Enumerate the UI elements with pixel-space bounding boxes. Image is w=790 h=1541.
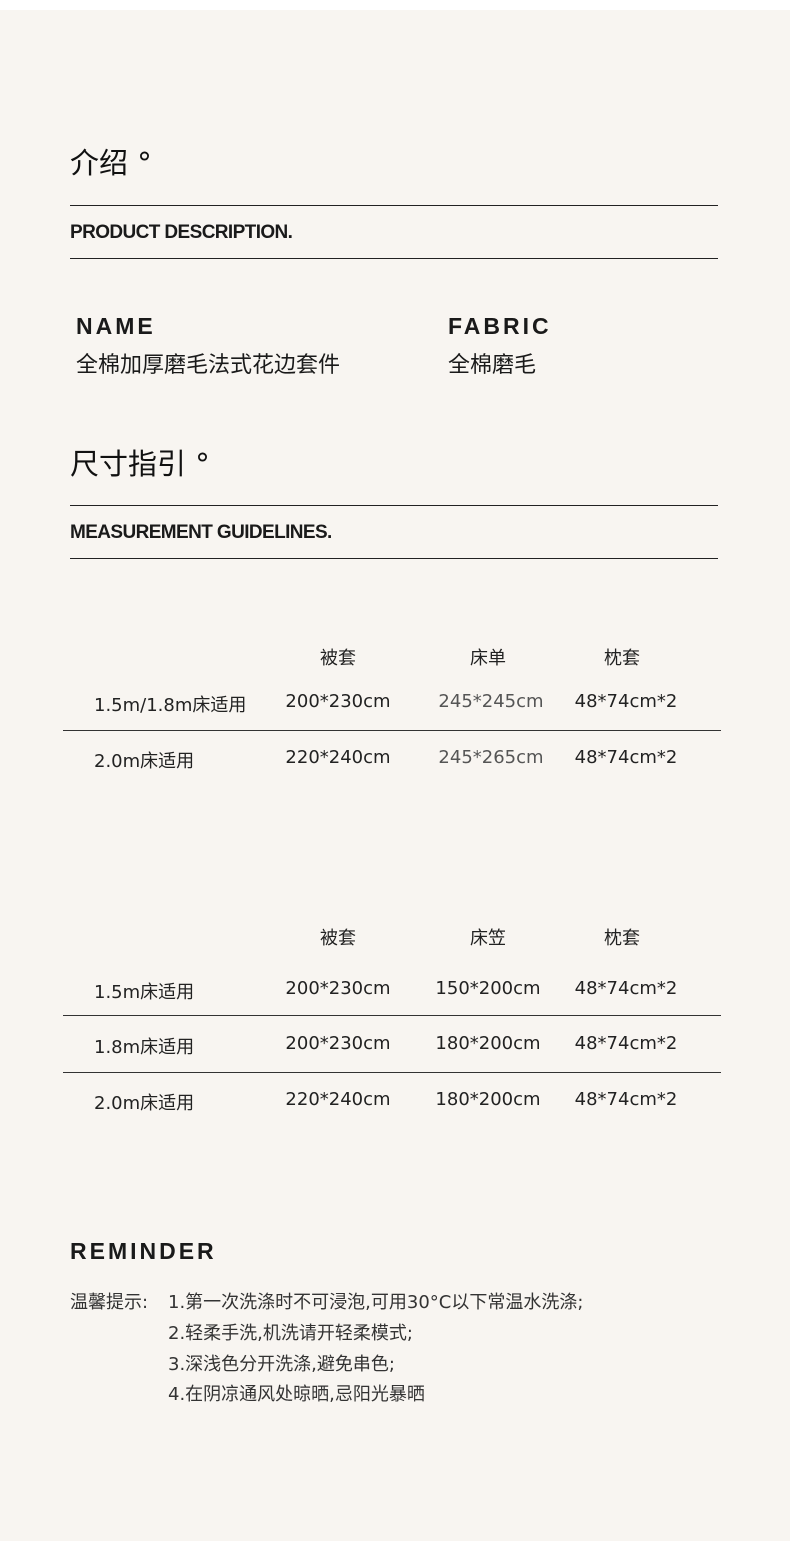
table-header: 床笠	[470, 928, 506, 949]
table-cell: 200*230cm	[285, 691, 391, 712]
table-cell: 2.0m床适用	[94, 1093, 195, 1114]
table-header: 床单	[470, 648, 506, 669]
fabric-value: 全棉磨毛	[448, 353, 537, 378]
reminder-label: 温馨提示:	[70, 1292, 149, 1313]
table-cell: 200*230cm	[285, 978, 391, 999]
table-cell: 180*200cm	[435, 1033, 541, 1054]
table-cell: 1.8m床适用	[94, 1037, 195, 1058]
table-cell: 220*240cm	[285, 747, 391, 768]
intro-subtitle: PRODUCT DESCRIPTION.	[70, 222, 293, 243]
table-cell: 48*74cm*2	[574, 691, 678, 712]
reminder-item: 3.深浅色分开洗涤,避免串色;	[168, 1354, 395, 1375]
table-cell: 48*74cm*2	[574, 1033, 678, 1054]
table-cell: 200*230cm	[285, 1033, 391, 1054]
table-cell: 180*200cm	[435, 1089, 541, 1110]
name-label: NAME	[76, 313, 156, 339]
size-title: 尺寸指引 °	[70, 447, 210, 481]
fabric-label: FABRIC	[448, 313, 552, 339]
size-subtitle: MEASUREMENT GUIDELINES.	[70, 522, 332, 543]
table-header: 被套	[320, 928, 356, 949]
table-cell: 48*74cm*2	[574, 1089, 678, 1110]
reminder-item: 1.第一次洗涤时不可浸泡,可用30°C以下常温水洗涤;	[168, 1292, 584, 1313]
divider	[70, 505, 718, 506]
reminder-item: 4.在阴凉通风处晾晒,忌阳光暴晒	[168, 1384, 425, 1405]
table-header: 枕套	[604, 648, 640, 669]
table-cell: 220*240cm	[285, 1089, 391, 1110]
row-divider	[63, 1072, 721, 1073]
reminder-item: 2.轻柔手洗,机洗请开轻柔模式;	[168, 1323, 413, 1344]
row-divider	[63, 1015, 721, 1016]
product-detail-page	[0, 10, 790, 1541]
table-cell: 2.0m床适用	[94, 751, 195, 772]
table-cell: 1.5m/1.8m床适用	[94, 695, 247, 716]
name-value: 全棉加厚磨毛法式花边套件	[76, 353, 341, 378]
table-cell: 245*245cm	[438, 691, 544, 712]
row-divider	[63, 730, 721, 731]
table-header: 枕套	[604, 928, 640, 949]
table-cell: 1.5m床适用	[94, 982, 195, 1003]
reminder-title: REMINDER	[70, 1238, 217, 1264]
table-cell: 245*265cm	[438, 747, 544, 768]
divider	[70, 558, 718, 559]
divider	[70, 258, 718, 259]
intro-title: 介绍 °	[70, 146, 152, 180]
table-header: 被套	[320, 648, 356, 669]
table-cell: 48*74cm*2	[574, 747, 678, 768]
table-cell: 48*74cm*2	[574, 978, 678, 999]
table-cell: 150*200cm	[435, 978, 541, 999]
divider	[70, 205, 718, 206]
